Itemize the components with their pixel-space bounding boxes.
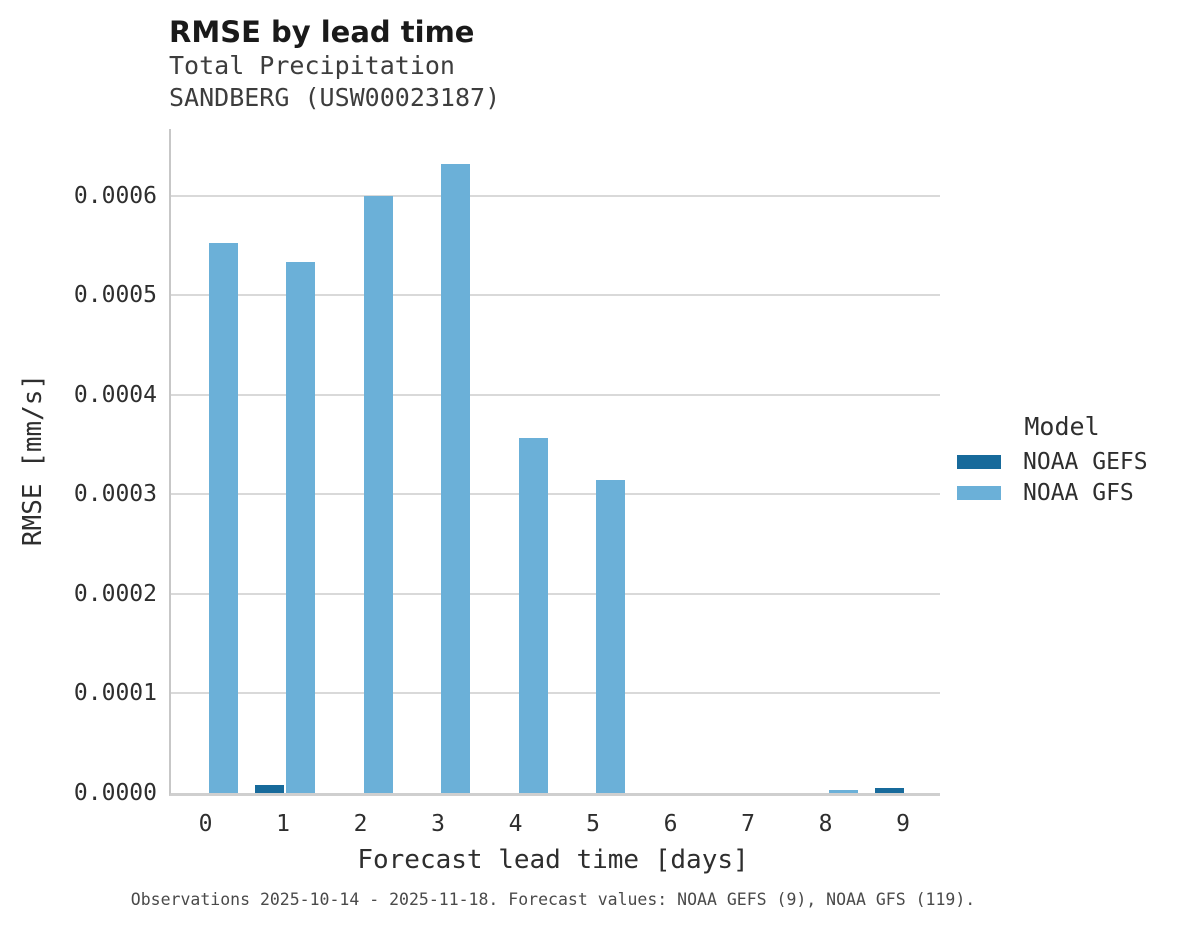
legend: Model NOAA GEFS NOAA GFS	[957, 412, 1167, 513]
y-tick-label: 0.0001	[73, 680, 157, 707]
x-tick-label: 7	[741, 811, 755, 837]
y-tick-label: 0.0000	[73, 780, 157, 806]
bar-noaa-gfs-lead-4	[518, 437, 548, 793]
legend-title: Model	[1024, 412, 1100, 441]
gridline	[171, 294, 940, 297]
y-tick-label: 0.0004	[73, 381, 157, 408]
bar-noaa-gfs-lead-3	[441, 163, 470, 793]
legend-swatch-icon	[957, 455, 1001, 469]
legend-item: NOAA GEFS	[957, 449, 1167, 475]
y-tick-label: 0.0003	[73, 481, 157, 508]
x-tick-label: 4	[508, 811, 523, 837]
chart-subtitle-variable: Total Precipitation	[169, 51, 455, 80]
x-tick-label: 3	[431, 811, 445, 837]
x-tick-label: 6	[663, 811, 678, 837]
x-axis-tick-labels: 0 1 2 3 4 5 6 7 8 9	[169, 803, 938, 837]
y-axis-tick-labels: 0.0000 0.0001 0.0002 0.0003 0.0004 0.0005 0.00…	[40, 129, 157, 806]
legend-label: NOAA GEFS	[1023, 449, 1148, 475]
x-axis-title: Forecast lead time [days]	[357, 845, 749, 875]
legend-items: NOAA GEFS NOAA GFS	[957, 449, 1167, 506]
x-tick-label: 1	[276, 811, 290, 837]
legend-item: NOAA GFS	[957, 480, 1167, 506]
x-tick-label: 5	[586, 811, 600, 837]
bar-noaa-gfs-lead-1	[286, 262, 315, 793]
y-tick-label: 0.0002	[73, 580, 157, 607]
gridline	[171, 692, 940, 695]
y-tick-label: 0.0006	[73, 182, 157, 209]
bar-noaa-gfs-lead-5	[596, 480, 625, 793]
legend-swatch-icon	[957, 486, 1001, 500]
gridline	[171, 592, 940, 595]
chart-subtitle-station: SANDBERG (USW00023187)	[169, 83, 501, 112]
x-tick-label: 2	[353, 811, 368, 837]
bar-noaa-gfs-lead-8	[828, 789, 858, 793]
y-tick-label: 0.0005	[73, 282, 157, 309]
x-tick-label: 9	[896, 811, 910, 837]
gridline	[171, 493, 940, 496]
bar-noaa-gefs-lead-1	[255, 784, 284, 793]
bar-noaa-gfs-lead-0	[208, 242, 238, 793]
chart-title: RMSE by lead time	[169, 15, 475, 49]
chart-caption: Observations 2025-10-14 - 2025-11-18. Fo…	[130, 890, 976, 909]
gridline	[171, 393, 940, 396]
plot-area	[169, 129, 940, 796]
x-tick-label: 8	[818, 811, 833, 837]
bar-noaa-gefs-lead-9	[875, 787, 904, 793]
bar-noaa-gfs-lead-2	[363, 195, 393, 793]
legend-label: NOAA GFS	[1023, 480, 1134, 506]
x-tick-label: 0	[198, 811, 213, 837]
gridline	[171, 194, 940, 197]
